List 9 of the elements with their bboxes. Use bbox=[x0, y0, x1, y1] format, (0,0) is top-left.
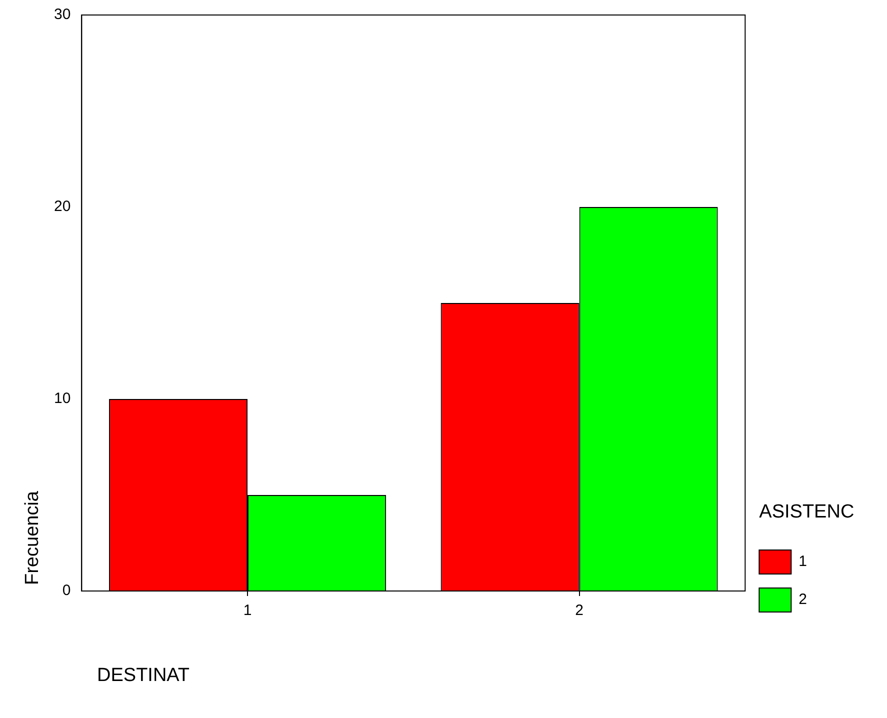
legend-label: 1 bbox=[798, 553, 807, 570]
legend-label: 2 bbox=[798, 591, 807, 608]
y-tick-label: 0 bbox=[62, 582, 71, 600]
y-tick-label: 30 bbox=[54, 6, 71, 24]
y-tick-label: 20 bbox=[54, 198, 71, 216]
y-axis-title: Frecuencia bbox=[22, 491, 44, 585]
y-tick-label: 10 bbox=[54, 390, 71, 408]
x-axis-title: DESTINAT bbox=[97, 665, 190, 687]
legend-title: ASISTENC bbox=[759, 502, 854, 523]
